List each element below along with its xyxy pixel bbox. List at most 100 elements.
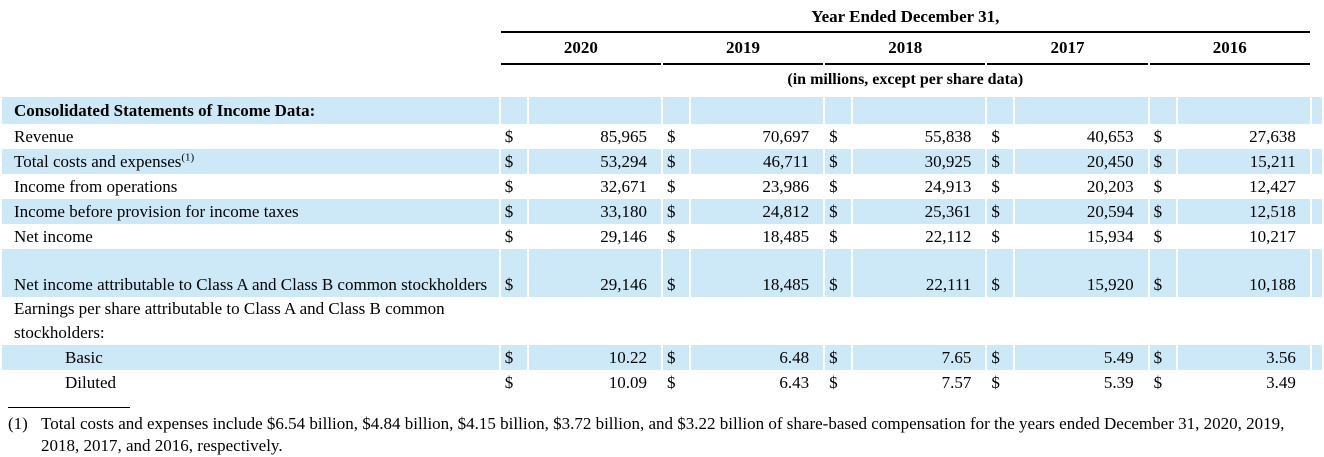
value-cell: 29,146 bbox=[600, 227, 647, 246]
value-cell: 12,427 bbox=[1249, 177, 1296, 196]
currency-cell: $ bbox=[1149, 199, 1176, 224]
row-filler bbox=[1311, 97, 1322, 124]
income-statement-table: Year Ended December 31, 2020 2019 2018 2… bbox=[0, 5, 1324, 395]
period-title: Year Ended December 31, bbox=[500, 5, 1310, 33]
units-note: (in millions, except per share data) bbox=[787, 71, 1024, 88]
currency-cell: $ bbox=[829, 127, 838, 146]
row-filler bbox=[1311, 345, 1322, 370]
header-spacer bbox=[1312, 65, 1322, 97]
value-cell: 30,925 bbox=[853, 149, 986, 174]
currency-cell: $ bbox=[500, 149, 527, 174]
value-cell: 5.39 bbox=[1103, 373, 1134, 392]
header-years-row: 2020 2019 2018 2017 2016 bbox=[2, 33, 1322, 65]
header-spacer bbox=[2, 65, 499, 97]
currency-cell: $ bbox=[504, 177, 514, 196]
currency-cell: $ bbox=[1153, 177, 1163, 196]
year-header: 2017 bbox=[987, 33, 1148, 65]
header-period-row: Year Ended December 31, bbox=[2, 5, 1322, 33]
currency-cell: $ bbox=[991, 177, 1000, 196]
row-filler bbox=[1311, 199, 1322, 224]
value-cell: 10,188 bbox=[1177, 249, 1310, 297]
header-spacer bbox=[2, 5, 499, 33]
currency-cell: $ bbox=[1149, 345, 1176, 370]
currency-cell: $ bbox=[662, 149, 689, 174]
currency-cell: $ bbox=[991, 227, 1000, 246]
value-cell: 29,146 bbox=[528, 249, 661, 297]
value-cell: 33,180 bbox=[528, 199, 661, 224]
header-spacer bbox=[1312, 33, 1322, 65]
currency-cell: $ bbox=[987, 199, 1014, 224]
currency-cell: $ bbox=[504, 373, 514, 392]
currency-cell: $ bbox=[662, 345, 689, 370]
value-cell: 6.48 bbox=[690, 345, 824, 370]
value-cell: 18,485 bbox=[762, 227, 810, 246]
currency-cell: $ bbox=[987, 249, 1014, 297]
row-label: Total costs and expenses(1) bbox=[2, 149, 499, 174]
header-spacer bbox=[2, 33, 499, 65]
year-header: 2018 bbox=[825, 33, 986, 65]
footnote-divider bbox=[8, 407, 130, 408]
section-title: Consolidated Statements of Income Data: bbox=[2, 97, 499, 124]
row-label: Income before provision for income taxes bbox=[2, 199, 499, 224]
value-cell: 85,965 bbox=[600, 127, 647, 146]
currency-cell: $ bbox=[1153, 227, 1163, 246]
value-cell: 20,203 bbox=[1086, 177, 1134, 196]
value-cell: 5.49 bbox=[1015, 345, 1148, 370]
value-cell: 32,671 bbox=[600, 177, 647, 196]
table-row-income-before-taxes: Income before provision for income taxes… bbox=[2, 199, 1322, 224]
currency-cell: $ bbox=[829, 227, 838, 246]
value-cell: 23,986 bbox=[762, 177, 810, 196]
currency-cell: $ bbox=[500, 249, 527, 297]
currency-cell: $ bbox=[825, 149, 852, 174]
value-cell: 6.43 bbox=[779, 373, 810, 392]
value-cell: 3.56 bbox=[1177, 345, 1310, 370]
currency-cell: $ bbox=[666, 127, 676, 146]
table-row-total-costs: Total costs and expenses(1) $ 53,294 $ 4… bbox=[2, 149, 1322, 174]
currency-cell: $ bbox=[1149, 149, 1176, 174]
row-label: Income from operations bbox=[14, 177, 178, 196]
year-header: 2019 bbox=[662, 33, 824, 65]
value-cell: 10,217 bbox=[1249, 227, 1296, 246]
currency-cell: $ bbox=[666, 177, 676, 196]
currency-cell: $ bbox=[825, 199, 852, 224]
row-filler bbox=[1311, 149, 1322, 174]
currency-cell: $ bbox=[1149, 249, 1176, 297]
value-cell: 25,361 bbox=[853, 199, 986, 224]
currency-cell: $ bbox=[829, 373, 838, 392]
row-filler bbox=[1312, 224, 1322, 249]
currency-cell: $ bbox=[1153, 373, 1163, 392]
value-cell: 10.22 bbox=[528, 345, 661, 370]
table-row-net-income: Net income $ 29,146 $ 18,485 $ 22,112 $ … bbox=[2, 224, 1322, 249]
value-cell: 46,711 bbox=[690, 149, 824, 174]
value-cell: 55,838 bbox=[924, 127, 972, 146]
value-cell: 20,450 bbox=[1015, 149, 1148, 174]
currency-cell: $ bbox=[987, 149, 1014, 174]
table-row-eps-header: Earnings per share attributable to Class… bbox=[2, 297, 1322, 345]
currency-cell: $ bbox=[504, 127, 514, 146]
value-cell: 12,518 bbox=[1177, 199, 1310, 224]
header-units-row: (in millions, except per share data) bbox=[2, 65, 1322, 97]
value-cell: 27,638 bbox=[1249, 127, 1296, 146]
footnote: (1) Total costs and expenses include $6.… bbox=[8, 413, 1324, 457]
currency-cell: $ bbox=[500, 199, 527, 224]
currency-cell: $ bbox=[829, 177, 838, 196]
table-row-income-operations: Income from operations $ 32,671 $ 23,986… bbox=[2, 174, 1322, 199]
row-filler bbox=[1312, 174, 1322, 199]
currency-cell: $ bbox=[662, 249, 689, 297]
value-cell: 53,294 bbox=[528, 149, 661, 174]
section-title-row: Consolidated Statements of Income Data: bbox=[2, 97, 1322, 124]
value-cell: 15,920 bbox=[1015, 249, 1148, 297]
currency-cell: $ bbox=[666, 227, 676, 246]
row-label: Diluted bbox=[65, 373, 116, 392]
currency-cell: $ bbox=[991, 373, 1000, 392]
row-label: Net income bbox=[14, 227, 93, 246]
value-cell: 24,913 bbox=[924, 177, 972, 196]
value-cell: 10.09 bbox=[608, 373, 647, 392]
value-cell: 70,697 bbox=[762, 127, 810, 146]
year-header: 2016 bbox=[1149, 33, 1310, 65]
row-filler bbox=[1312, 124, 1322, 149]
currency-cell: $ bbox=[1153, 127, 1163, 146]
currency-cell: $ bbox=[666, 373, 676, 392]
table-row-eps-basic: Basic $ 10.22 $ 6.48 $ 7.65 $ 5.49 $ 3.5… bbox=[2, 345, 1322, 370]
currency-cell: $ bbox=[991, 127, 1000, 146]
